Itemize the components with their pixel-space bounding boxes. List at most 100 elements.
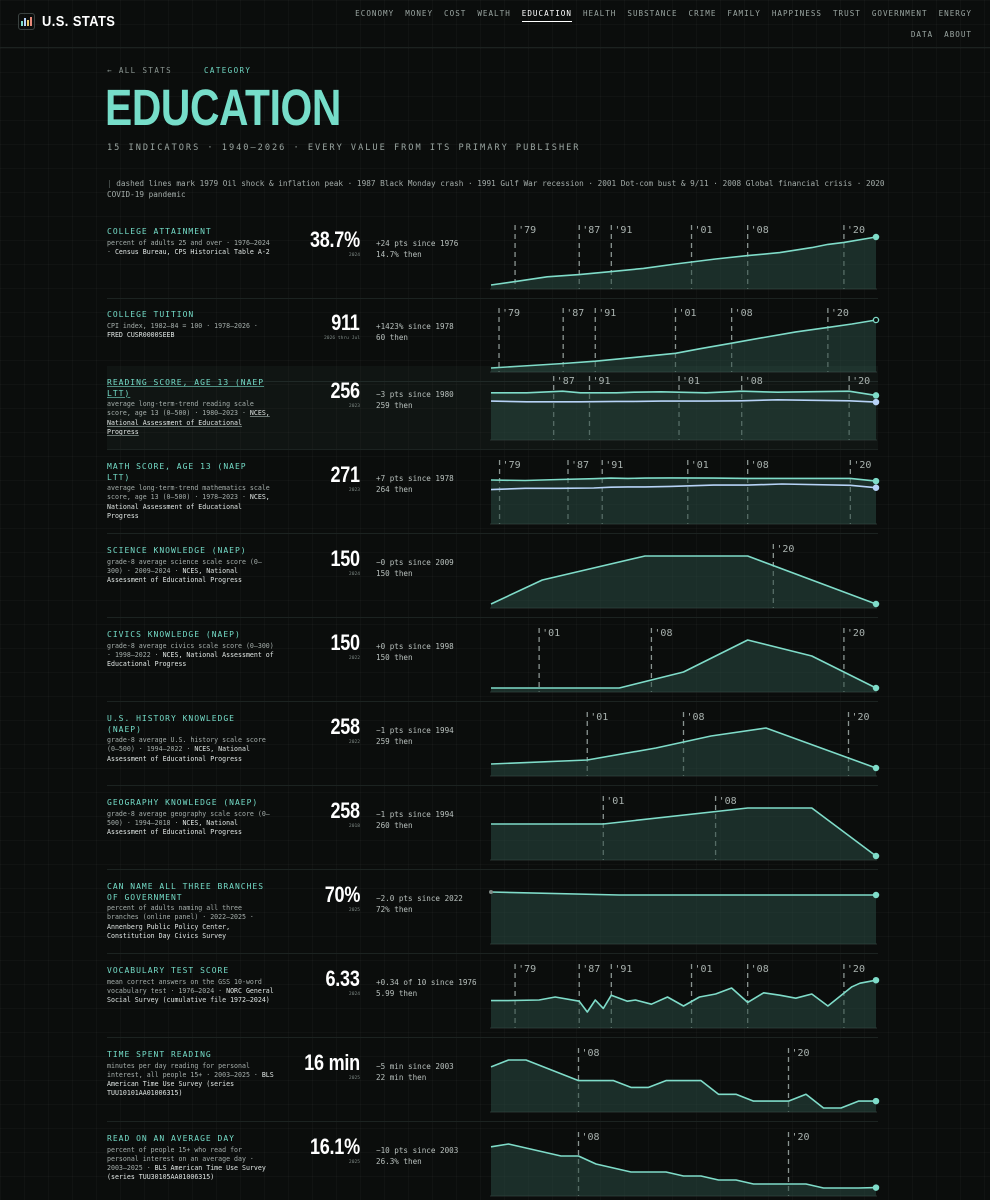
change-since: −2.0 pts since 2022 bbox=[376, 894, 463, 903]
indicator-desc-text: mean correct answers on the GSS 10-word … bbox=[107, 977, 262, 995]
indicator-change: +0 pts since 1998 150 then bbox=[376, 642, 486, 663]
nav-item-economy[interactable]: ECONOMY bbox=[355, 9, 395, 18]
sparkline-svg: '79 '87 '91 '01 '08 '20 bbox=[490, 308, 880, 373]
nav-item-trust[interactable]: TRUST bbox=[832, 9, 861, 18]
event-marker-label: '08 bbox=[751, 964, 769, 975]
indicator-title[interactable]: READING SCORE, AGE 13 (NAEP LTT) bbox=[107, 378, 265, 398]
nav-item-money[interactable]: MONEY bbox=[405, 9, 434, 18]
bar-chart-icon bbox=[18, 13, 35, 30]
nav-item-education[interactable]: EDUCATION bbox=[521, 8, 572, 22]
event-marker-label: '20 bbox=[776, 544, 794, 555]
indicator-title[interactable]: U.S. HISTORY KNOWLEDGE (NAEP) bbox=[107, 714, 235, 734]
indicator-sparkline[interactable] bbox=[489, 870, 880, 954]
indicator-title[interactable]: READ ON AN AVERAGE DAY bbox=[107, 1134, 235, 1143]
change-since: −1 pts since 1994 bbox=[376, 726, 454, 735]
nav-item-energy[interactable]: ENERGY bbox=[938, 9, 972, 18]
indicator-title[interactable]: GEOGRAPHY KNOWLEDGE (NAEP) bbox=[107, 798, 259, 807]
indicator-row[interactable]: MATH SCORE, AGE 13 (NAEP LTT) average lon… bbox=[107, 450, 880, 534]
indicator-sparkline[interactable]: '08 '20 bbox=[490, 1038, 880, 1122]
indicator-value: 6.33 bbox=[325, 966, 360, 991]
indicator-title[interactable]: VOCABULARY TEST SCORE bbox=[107, 966, 230, 975]
indicator-value-date: 2024 bbox=[348, 572, 360, 577]
nav-item-family[interactable]: FAMILY bbox=[727, 9, 761, 18]
change-then: 264 then bbox=[376, 484, 413, 494]
nav-item-happiness[interactable]: HAPPINESS bbox=[771, 9, 822, 18]
indicator-title[interactable]: TIME SPENT READING bbox=[107, 1050, 212, 1059]
indicator-sparkline[interactable]: '01 '08 bbox=[490, 786, 880, 870]
indicator-description: minutes per day reading for personal int… bbox=[107, 1062, 275, 1099]
indicator-value: 258 bbox=[330, 798, 361, 823]
indicator-row[interactable]: TIME SPENT READING minutes per day readin… bbox=[107, 1038, 880, 1122]
series-line bbox=[490, 398, 877, 403]
indicator-change: −10 pts since 2003 26.3% then bbox=[376, 1146, 486, 1167]
series-line bbox=[490, 236, 877, 286]
indicator-sparkline[interactable]: '20 bbox=[490, 534, 880, 618]
indicator-sparkline[interactable]: '79 '87 '91 '01 '08 '20 bbox=[490, 215, 880, 299]
indicator-title[interactable]: MATH SCORE, AGE 13 (NAEP LTT) bbox=[107, 462, 247, 482]
indicator-change: +7 pts since 1978 264 then bbox=[376, 474, 486, 495]
indicator-sparkline[interactable]: '08 '20 bbox=[490, 1122, 880, 1200]
indicator-sparkline[interactable]: '79 '87 '91 '01 '08 '20 bbox=[490, 450, 880, 534]
indicator-description: grade-8 average civics scale score (0–30… bbox=[107, 642, 275, 670]
main-nav: ECONOMY MONEY COST WEALTH EDUCATION HEALTH SUB… bbox=[322, 8, 972, 42]
indicator-value-date: 2025 bbox=[348, 1160, 360, 1165]
indicator-source[interactable]: NCES, National Assessment of Educational… bbox=[107, 409, 270, 436]
indicator-row[interactable]: COLLEGE ATTAINMENT percent of adults 25 a… bbox=[107, 215, 880, 299]
top-bar: U.S. STATS ECONOMY MONEY COST WEALTH EDUCATI… bbox=[0, 0, 990, 48]
event-marker-label: '20 bbox=[792, 1132, 810, 1143]
indicator-row[interactable]: READING SCORE, AGE 13 (NAEP LTT) average … bbox=[107, 366, 880, 450]
series-area bbox=[491, 556, 876, 608]
indicator-title[interactable]: SCIENCE KNOWLEDGE (NAEP) bbox=[107, 546, 247, 555]
event-marker-label: '01 bbox=[542, 628, 560, 639]
series-line bbox=[491, 807, 877, 857]
indicator-sparkline[interactable]: '79 '87 '91 '01 '08 '20 bbox=[490, 298, 880, 382]
indicator-row[interactable]: SCIENCE KNOWLEDGE (NAEP) grade-8 average … bbox=[107, 534, 880, 618]
back-to-all-stats-link[interactable]: ← ALL STATS bbox=[107, 66, 173, 75]
nav-item-wealth[interactable]: WEALTH bbox=[477, 9, 511, 18]
nav-item-cost[interactable]: COST bbox=[444, 9, 467, 18]
event-marker-label: '08 bbox=[654, 628, 672, 639]
indicator-row[interactable]: CAN NAME ALL THREE BRANCHES OF GOVERNMEN… bbox=[107, 870, 880, 954]
series-startpoint bbox=[489, 890, 493, 894]
nav-item-crime[interactable]: CRIME bbox=[688, 9, 717, 18]
indicator-source: Annenberg Public Policy Center, Constitu… bbox=[107, 922, 231, 940]
series-area bbox=[491, 391, 876, 440]
indicator-sparkline[interactable]: '87 '91 '01 '08 '20 bbox=[490, 366, 880, 450]
indicator-source: Census Bureau, CPS Historical Table A-2 bbox=[114, 247, 270, 256]
event-marker-label: '08 bbox=[719, 796, 737, 807]
nav-item-government[interactable]: GOVERNMENT bbox=[871, 9, 928, 18]
series-area bbox=[491, 640, 876, 692]
indicator-row[interactable]: CIVICS KNOWLEDGE (NAEP) grade-8 average c… bbox=[107, 618, 880, 702]
change-then: 150 then bbox=[376, 568, 413, 578]
indicator-title[interactable]: COLLEGE TUITION bbox=[107, 310, 195, 319]
indicator-value: 16 min bbox=[304, 1050, 360, 1075]
indicator-desc-text: grade-8 average geography scale score (0… bbox=[107, 809, 270, 827]
indicator-change: −3 pts since 1980 259 then bbox=[376, 390, 486, 411]
change-since: +0 pts since 1998 bbox=[376, 642, 454, 651]
nav-item-about[interactable]: ABOUT bbox=[944, 30, 972, 39]
nav-item-data[interactable]: DATA bbox=[910, 30, 934, 39]
indicator-row[interactable]: COLLEGE TUITION CPI index, 1982–84 = 100 … bbox=[107, 298, 880, 382]
indicator-value-date: 2025 bbox=[348, 908, 360, 913]
indicator-sparkline[interactable]: '01 '08 '20 bbox=[490, 702, 880, 786]
nav-item-health[interactable]: HEALTH bbox=[582, 9, 617, 18]
series-endpoint bbox=[872, 684, 880, 692]
nav-item-substance[interactable]: SUBSTANCE bbox=[627, 9, 678, 18]
brand[interactable]: U.S. STATS bbox=[18, 13, 127, 30]
series-endpoint bbox=[872, 477, 880, 485]
indicator-row[interactable]: VOCABULARY TEST SCORE mean correct answer… bbox=[107, 954, 880, 1038]
indicator-row[interactable]: READ ON AN AVERAGE DAY percent of people … bbox=[107, 1122, 880, 1200]
indicator-title[interactable]: CIVICS KNOWLEDGE (NAEP) bbox=[107, 630, 241, 639]
indicator-row[interactable]: U.S. HISTORY KNOWLEDGE (NAEP) grade-8 ave… bbox=[107, 702, 880, 786]
indicator-row[interactable]: GEOGRAPHY KNOWLEDGE (NAEP) grade-8 averag… bbox=[107, 786, 880, 870]
change-since: −1 pts since 1994 bbox=[376, 810, 454, 819]
series-line bbox=[490, 1143, 877, 1189]
indicator-description: grade-8 average U.S. history scale score… bbox=[107, 736, 275, 764]
indicator-sparkline[interactable]: '01 '08 '20 bbox=[490, 618, 880, 702]
breadcrumb-category: CATEGORY bbox=[204, 66, 252, 75]
indicator-title[interactable]: COLLEGE ATTAINMENT bbox=[107, 227, 212, 236]
indicator-source: NCES, National Assessment of Educational… bbox=[107, 650, 274, 669]
indicator-sparkline[interactable]: '79 '87 '91 '01 '08 '20 bbox=[490, 954, 880, 1038]
indicator-title[interactable]: CAN NAME ALL THREE BRANCHES OF GOVERNMEN… bbox=[107, 882, 265, 902]
sparkline-svg: '79 '87 '91 '01 '08 '20 bbox=[490, 460, 880, 525]
